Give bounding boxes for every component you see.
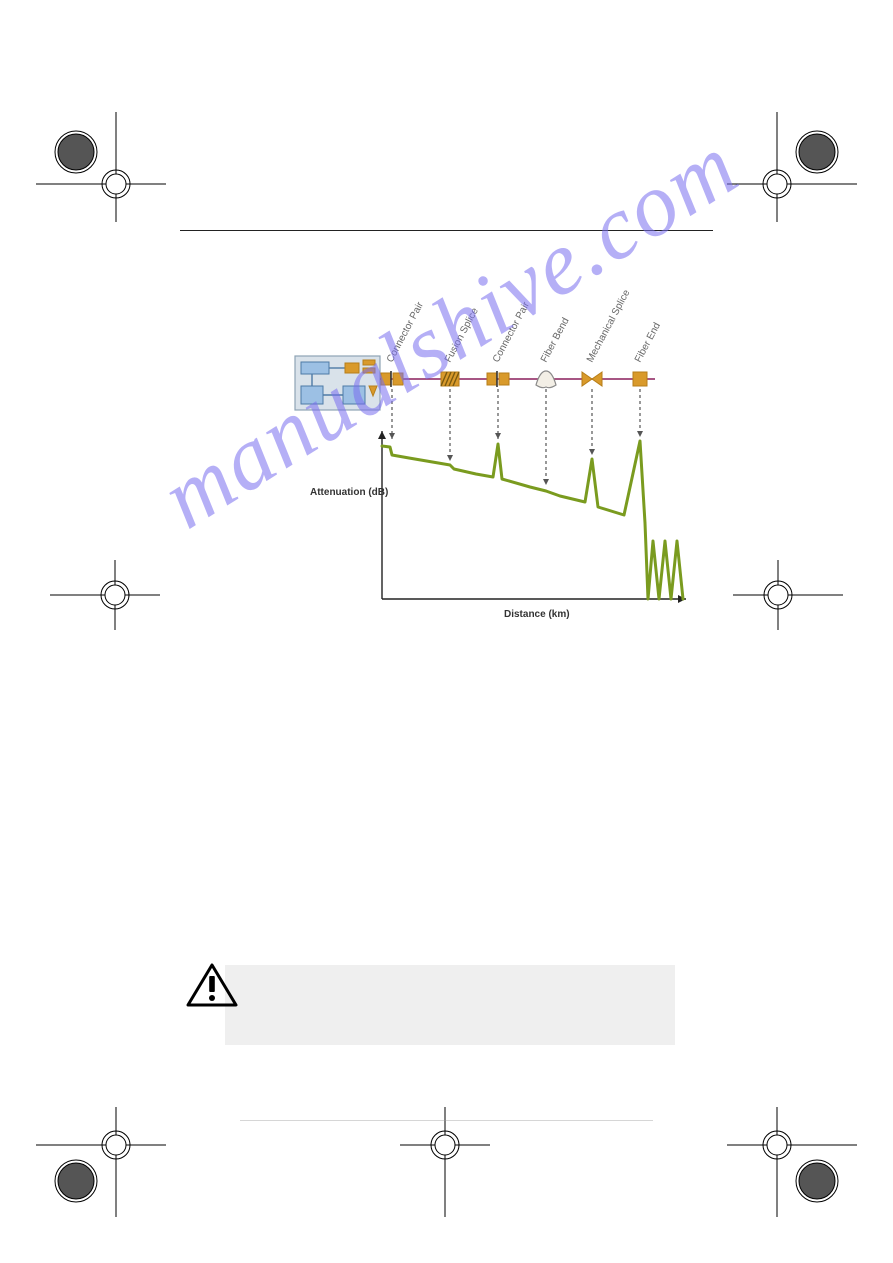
otdr-trace-diagram: Connector Pair Fusion Splice Connector Pai… (240, 261, 700, 641)
footer-rule (240, 1120, 653, 1121)
svg-text:Mechanical Splice: Mechanical Splice (585, 288, 633, 365)
crop-mark-tl (36, 112, 176, 232)
svg-text:Fiber End: Fiber End (633, 321, 663, 364)
crop-mark-tr (717, 112, 857, 232)
svg-text:Connector Pair: Connector Pair (385, 300, 426, 365)
header-rule (180, 230, 713, 231)
crop-mark-left-mid (50, 560, 160, 630)
caution-box (225, 965, 675, 1045)
crop-mark-br (717, 1097, 857, 1217)
crop-mark-right-mid (733, 560, 843, 630)
crop-mark-bottom-mid (400, 1097, 490, 1217)
svg-text:Distance (km): Distance (km) (504, 609, 570, 620)
svg-text:Fiber Bend: Fiber Bend (539, 316, 572, 364)
crop-mark-bl (36, 1097, 176, 1217)
svg-text:Fusion Splice: Fusion Splice (443, 306, 481, 365)
svg-text:Attenuation (dB): Attenuation (dB) (310, 487, 388, 498)
svg-text:Connector Pair: Connector Pair (491, 300, 532, 365)
caution-icon (186, 962, 238, 1013)
